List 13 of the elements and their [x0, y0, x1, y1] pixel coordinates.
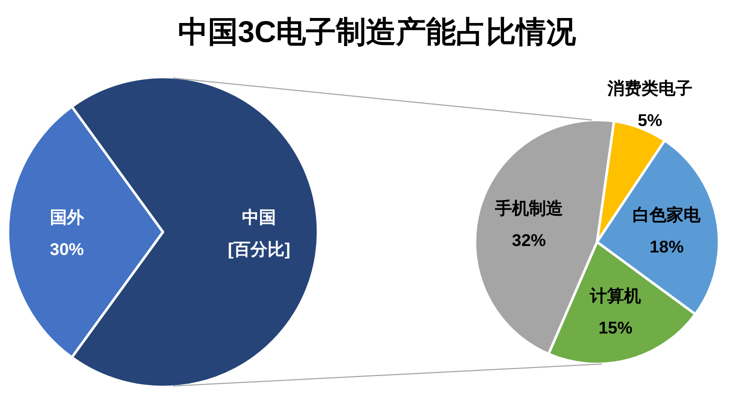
data-label: 32% — [512, 230, 546, 250]
text: 中国3C电子制造产能占比情况 — [178, 16, 578, 49]
data-label: 15% — [598, 318, 632, 338]
slice-label: 国外 — [50, 208, 85, 227]
data-label: [百分比] — [228, 240, 290, 259]
slice-label: 计算机 — [588, 286, 641, 306]
data-label: 18% — [650, 238, 684, 257]
data-label: 5% — [638, 110, 662, 130]
data-label: 30% — [50, 240, 84, 259]
slice-label: 中国 — [242, 208, 276, 227]
slice-label: 手机制造 — [494, 198, 563, 218]
slice-label: 消费类电子 — [606, 78, 692, 98]
slice-label: 白色家电 — [632, 206, 702, 225]
